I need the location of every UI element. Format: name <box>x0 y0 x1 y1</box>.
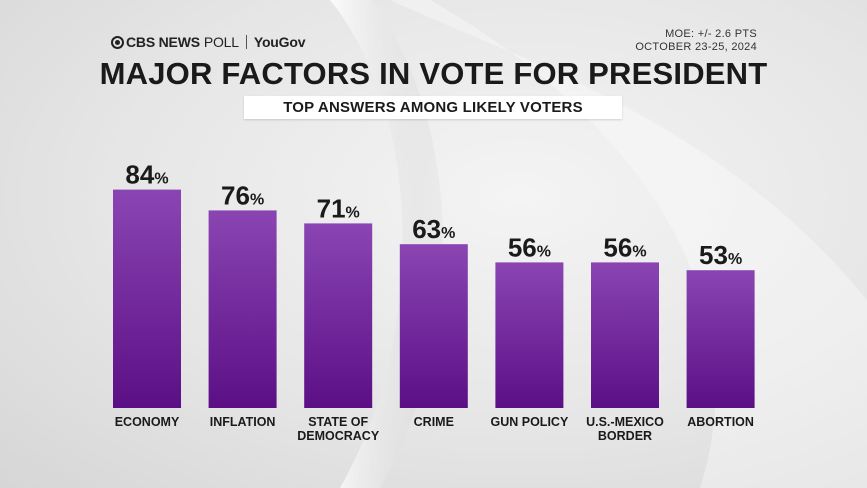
bar-4 <box>495 262 564 408</box>
cbs-eye-icon <box>111 35 124 49</box>
category-label-5: U.S.-MEXICO BORDER <box>586 415 664 443</box>
brand-logo: CBS NEWS POLL YouGov <box>111 34 305 50</box>
data-label-2: 71% <box>317 193 360 223</box>
brand-partner: YouGov <box>253 34 306 50</box>
brand-poll: POLL <box>203 34 239 50</box>
category-label-3: CRIME <box>414 415 454 429</box>
chart-title: MAJOR FACTORS IN VOTE FOR PRESIDENT <box>99 56 768 91</box>
bar-3 <box>399 244 468 408</box>
brand-divider <box>245 35 247 49</box>
data-label-4: 56% <box>508 232 551 262</box>
data-label-5: 56% <box>603 232 646 262</box>
category-label-2: STATE OF DEMOCRACY <box>297 415 380 443</box>
category-label-4: GUN POLICY <box>491 415 569 429</box>
data-label-3: 63% <box>412 214 455 244</box>
poll-meta: MOE: +/- 2.6 PTS OCTOBER 23-25, 2024 <box>635 28 757 54</box>
data-label-6: 53% <box>699 240 742 270</box>
poll-dates: OCTOBER 23-25, 2024 <box>635 41 757 53</box>
bar-1 <box>208 210 277 408</box>
category-label-1: INFLATION <box>210 415 276 429</box>
data-label-0: 84% <box>125 160 168 190</box>
bar-2 <box>304 223 373 408</box>
bar-0 <box>113 189 181 408</box>
category-label-6: ABORTION <box>687 415 754 429</box>
margin-of-error: MOE: +/- 2.6 PTS <box>665 28 757 40</box>
subtitle-banner: TOP ANSWERS AMONG LIKELY VOTERS <box>244 96 622 119</box>
data-label-1: 76% <box>221 180 264 210</box>
category-label-0: ECONOMY <box>115 415 180 429</box>
chart-subtitle: TOP ANSWERS AMONG LIKELY VOTERS <box>283 99 583 116</box>
bar-5 <box>591 262 659 408</box>
brand-network: CBS NEWS <box>126 34 200 50</box>
bar-6 <box>686 270 755 408</box>
